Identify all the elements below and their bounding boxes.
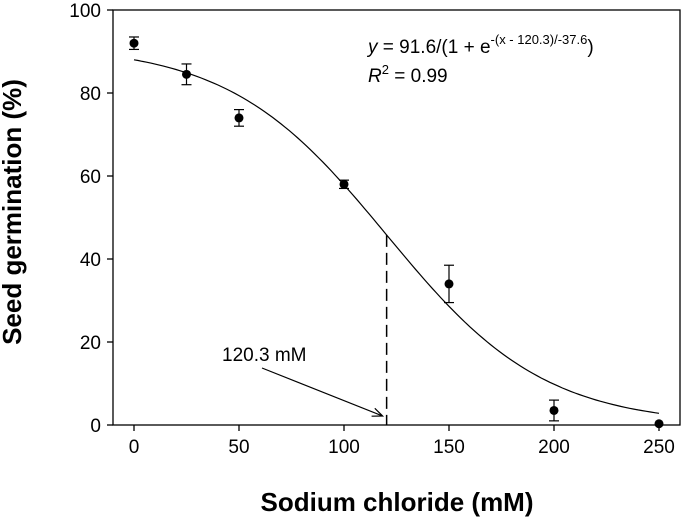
y-tick-label: 40 [80,250,101,271]
axes: 0 50 100 150 200 250 0 20 40 60 80 100 [69,1,681,458]
ec50-label: 120.3 mM [222,345,306,366]
x-tick-label: 0 [129,437,140,458]
r-squared: R2 = 0.99 [368,62,448,87]
data-point [444,279,454,289]
x-tick-label: 150 [433,437,465,458]
data-point [654,419,664,429]
x-tick-label: 100 [328,437,360,458]
data-point [129,38,139,48]
x-tick-label: 250 [643,437,675,458]
y-tick-label: 20 [80,333,101,354]
data-point [549,405,559,415]
fit-curve [133,59,660,414]
x-axis-title: Sodium chloride (mM) [261,487,534,517]
y-tick-label: 60 [80,167,101,188]
fit-curve-layer [133,59,660,425]
x-tick-label: 200 [538,437,570,458]
annotation-layer: 120.3 mM [222,345,385,417]
data-point [339,179,349,189]
plot-frame [112,9,681,426]
y-tick-label: 80 [80,84,101,105]
x-tick-label: 50 [228,437,249,458]
ec50-arrow-line [261,367,383,417]
data-point [234,113,244,123]
y-tick-label: 0 [90,416,101,437]
y-tick-label: 100 [69,1,101,22]
ec50-arrow-head [371,407,385,417]
data-point [182,69,191,79]
y-axis-title: Seed germination (%) [0,79,27,345]
data-points-layer [129,36,664,429]
fit-equation: y = 91.6/(1 + e-(x - 120.3)/-37.6) [366,32,594,58]
